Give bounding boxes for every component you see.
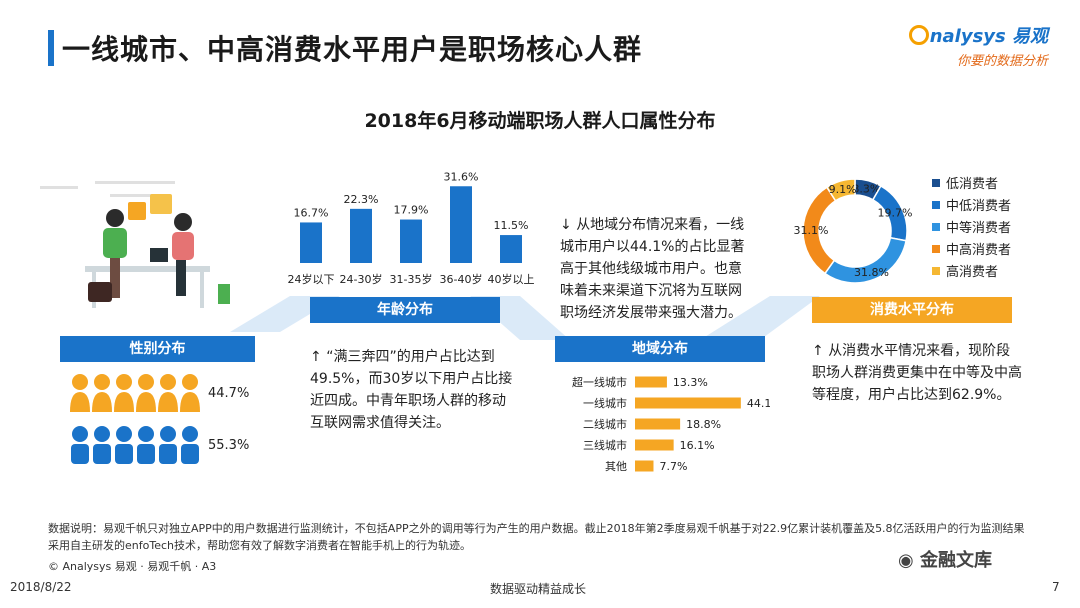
- region-category-label: 其他: [605, 460, 627, 473]
- wechat-name: 金融文库: [920, 550, 992, 571]
- legend-label: 中高消费者: [946, 243, 1012, 258]
- legend-swatch: [932, 201, 940, 209]
- region-bar: [635, 460, 654, 472]
- consumption-note-text: 从消费水平情况来看，现阶段职场人群消费更集中在中等及中高等程度，用户占比达到62…: [812, 343, 1022, 403]
- legend-item: 中低消费者: [932, 196, 1011, 218]
- region-category-label: 二线城市: [583, 417, 627, 431]
- legend-item: 低消费者: [932, 174, 1011, 196]
- brand-logo: nalysys 易观 你要的数据分析: [908, 22, 1048, 69]
- legend-label: 中低消费者: [946, 199, 1012, 214]
- region-category-label: 超一线城市: [572, 375, 627, 389]
- brand-name: nalysys 易观: [929, 26, 1048, 47]
- female-users-icon: [70, 374, 200, 412]
- female-percent: 44.7%: [208, 386, 250, 401]
- region-section-label: 地域分布: [555, 336, 765, 362]
- donut-slice-label: 19.7%: [878, 207, 913, 220]
- consumption-legend: 低消费者中低消费者中等消费者中高消费者高消费者: [932, 174, 1011, 284]
- footer-slogan: 数据驱动精益成长: [490, 582, 587, 596]
- legend-swatch: [932, 179, 940, 187]
- arrow-up-icon: ↑: [812, 343, 824, 359]
- copyright: © Analysys 易观 · 易观千帆 · A3: [48, 560, 217, 573]
- consumption-note: ↑ 从消费水平情况来看，现阶段职场人群消费更集中在中等及中高等程度，用户占比达到…: [812, 340, 1022, 406]
- region-bar: [635, 397, 741, 409]
- age-category-label: 24岁以下: [288, 272, 335, 286]
- wechat-watermark: ◉ 金融文库: [898, 546, 992, 572]
- donut-slice-label: 8.3%: [852, 182, 880, 195]
- legend-swatch: [932, 223, 940, 231]
- region-note: ↓ 从地域分布情况来看，一线城市用户以44.1%的占比显著高于其他线级城市用户。…: [560, 214, 750, 324]
- consumption-section-label: 消费水平分布: [812, 297, 1012, 323]
- legend-label: 中等消费者: [946, 221, 1012, 236]
- age-bar-label: 11.5%: [494, 219, 529, 232]
- male-users-icon: [71, 426, 199, 464]
- legend-item: 中高消费者: [932, 240, 1011, 262]
- region-bar: [635, 376, 667, 388]
- legend-label: 低消费者: [946, 177, 999, 192]
- age-bar: [300, 222, 322, 263]
- region-bar-label: 16.1%: [680, 439, 715, 452]
- region-bar: [635, 418, 681, 430]
- legend-swatch: [932, 245, 940, 253]
- legend-label: 高消费者: [946, 265, 999, 280]
- region-bar-label: 18.8%: [686, 418, 721, 431]
- age-section-label: 年龄分布: [310, 297, 500, 323]
- people-illustration: [0, 166, 230, 316]
- age-note: ↑ “满三奔四”的用户占比达到49.5%，而30岁以下用户占比接近四成。中青年职…: [310, 346, 515, 434]
- page-title: 一线城市、中高消费水平用户是职场核心人群: [62, 33, 643, 66]
- age-bar: [450, 186, 472, 263]
- region-bar-chart: 超一线城市 13.3% 一线城市 44.1% 二线城市 18.8% 三线城市 16.1% 其他 7…: [572, 375, 770, 473]
- arrow-down-icon: ↓: [560, 217, 572, 233]
- donut-slice: [825, 178, 856, 202]
- age-bar-label: 17.9%: [394, 204, 429, 217]
- age-category-label: 36-40岁: [440, 272, 483, 286]
- age-note-text: “满三奔四”的用户占比达到49.5%，而30岁以下用户占比接近四成。中青年职场人…: [310, 349, 513, 431]
- age-bar: [350, 208, 372, 263]
- footer-date: 2018/8/22: [10, 580, 72, 594]
- age-bar-label: 22.3%: [344, 193, 379, 206]
- age-bar: [500, 235, 522, 263]
- legend-item: 高消费者: [932, 262, 1011, 284]
- age-bar-chart: 16.7% 24岁以下 22.3% 24-30岁 17.9% 31-35岁 31.6% 36-…: [288, 170, 535, 286]
- age-bar: [400, 219, 422, 263]
- male-percent: 55.3%: [208, 438, 250, 453]
- arrow-up-icon: ↑: [310, 349, 322, 365]
- data-source-note: 数据说明：易观千帆只对独立APP中的用户数据进行监测统计，不包括APP之外的调用…: [48, 522, 1025, 552]
- page-number: 7: [1052, 580, 1060, 594]
- age-bar-label: 16.7%: [294, 206, 329, 219]
- title-accent-bar: [48, 30, 54, 66]
- region-bar-label: 7.7%: [659, 460, 687, 473]
- region-category-label: 一线城市: [583, 396, 627, 410]
- age-category-label: 40岁以上: [488, 272, 535, 286]
- region-category-label: 三线城市: [583, 438, 627, 452]
- donut-slice-label: 31.1%: [794, 224, 829, 237]
- legend-swatch: [932, 267, 940, 275]
- legend-item: 中等消费者: [932, 218, 1011, 240]
- age-category-label: 31-35岁: [390, 272, 433, 286]
- consumption-donut-chart: 8.3% 19.7% 31.8% 31.1% 9.1%: [794, 178, 913, 284]
- region-bar: [635, 439, 674, 451]
- wechat-icon: ◉: [898, 550, 914, 571]
- region-note-text: 从地域分布情况来看，一线城市用户以44.1%的占比显著高于其他线级城市用户。也意…: [560, 217, 745, 321]
- donut-slice-label: 9.1%: [829, 183, 857, 196]
- age-bar-label: 31.6%: [444, 170, 479, 183]
- region-bar-label: 44.1%: [747, 397, 770, 410]
- brand-slogan: 你要的数据分析: [956, 54, 1048, 69]
- age-category-label: 24-30岁: [340, 272, 383, 286]
- region-bar-label: 13.3%: [673, 376, 708, 389]
- office-people-icon: [40, 181, 230, 308]
- chart-main-title: 2018年6月移动端职场人群人口属性分布: [364, 110, 716, 132]
- brand-o-icon: [908, 25, 929, 45]
- gender-section-label: 性别分布: [60, 336, 255, 362]
- donut-slice-label: 31.8%: [854, 266, 889, 279]
